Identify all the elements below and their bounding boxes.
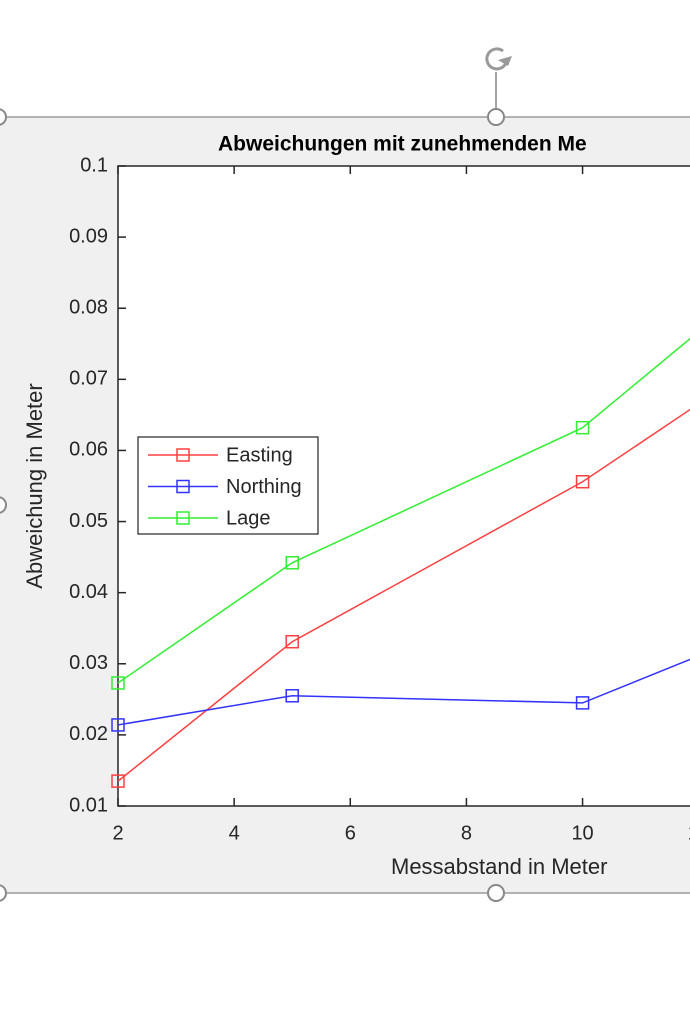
marker	[111, 774, 125, 788]
resize-handle[interactable]	[487, 884, 505, 902]
series-line	[117, 408, 690, 782]
chart-title: Abweichungen mit zunehmenden Me	[218, 133, 587, 156]
series-line	[117, 658, 690, 726]
marker	[176, 511, 190, 525]
marker	[575, 474, 590, 489]
y-axis-label: Abweichung in Meter	[22, 383, 47, 588]
series-line	[117, 337, 690, 684]
marker	[575, 420, 590, 435]
marker	[575, 696, 590, 710]
x-tick-label: 10	[571, 822, 593, 844]
resize-handle[interactable]	[487, 108, 505, 126]
resize-handle[interactable]	[0, 108, 7, 126]
y-tick-label: 0.08	[69, 297, 108, 319]
marker	[176, 448, 190, 462]
x-tick-label: 12	[688, 822, 690, 844]
marker	[176, 479, 190, 494]
legend-label: Northing	[226, 476, 302, 498]
marker	[285, 634, 299, 649]
legend-label: Easting	[226, 444, 293, 466]
resize-handle[interactable]	[0, 884, 7, 902]
rotate-handle[interactable]	[485, 47, 512, 71]
plot-lines	[111, 337, 690, 788]
y-tick-label: 0.09	[69, 225, 108, 247]
x-tick-label: 8	[461, 822, 472, 844]
marker	[111, 676, 125, 690]
legend-label: Lage	[226, 507, 271, 529]
x-axis-label: Messabstand in Meter	[391, 854, 607, 879]
y-tick-label: 0.07	[69, 368, 108, 390]
x-tick-label: 6	[345, 822, 356, 844]
resize-handle[interactable]	[0, 496, 7, 514]
x-tick-label: 2	[112, 822, 123, 844]
x-tick-label: 4	[229, 822, 240, 844]
y-tick-label: 0.04	[69, 581, 108, 603]
y-tick-label: 0.06	[69, 439, 108, 461]
y-tick-label: 0.01	[69, 794, 108, 816]
y-tick-label: 0.1	[80, 154, 108, 176]
marker	[285, 556, 299, 570]
marker	[111, 718, 125, 732]
y-tick-label: 0.02	[69, 723, 108, 745]
y-tick-label: 0.05	[69, 510, 108, 532]
marker	[285, 689, 299, 703]
y-tick-label: 0.03	[69, 652, 108, 674]
